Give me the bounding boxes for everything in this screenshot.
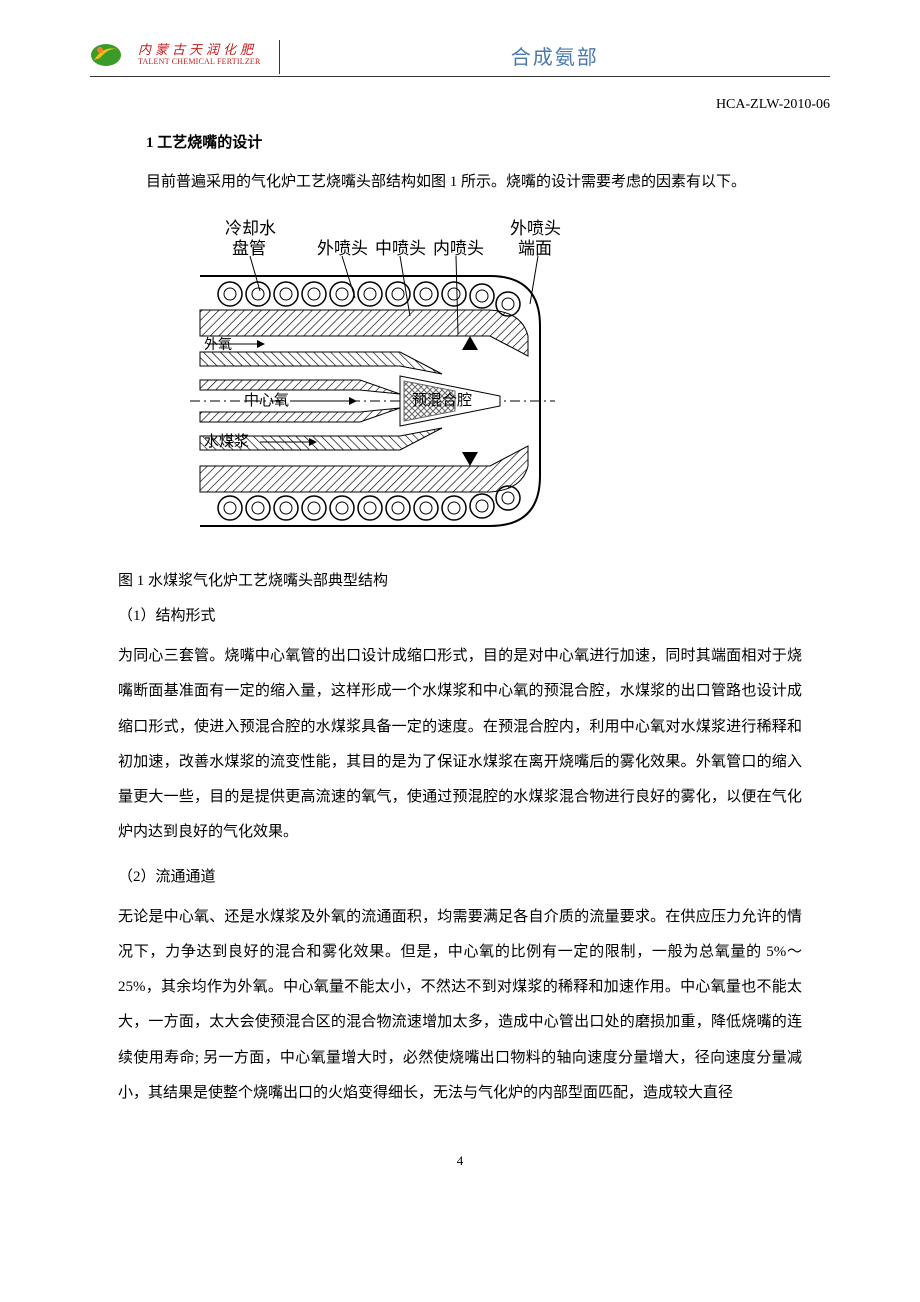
paragraph-1: 为同心三套管。烧嘴中心氧管的出口设计成缩口形式，目的是对中心氧进行加速，同时其端…: [118, 639, 802, 851]
subheading-2: （2）流通通道: [118, 865, 830, 886]
intro-paragraph: 目前普遍采用的气化炉工艺烧嘴头部结构如图 1 所示。烧嘴的设计需要考虑的因素有以…: [146, 170, 830, 194]
label-center-oxygen: 中心氧: [244, 392, 289, 409]
figure-caption: 图 1 水煤浆气化炉工艺烧嘴头部典型结构: [118, 569, 830, 590]
label-outer-face-a: 外喷头: [510, 219, 561, 238]
subheading-1: （1）结构形式: [118, 604, 830, 625]
nozzle-diagram: 冷却水 盘管 外喷头 中喷头 内喷头 外喷头 端面: [160, 216, 580, 546]
logo-en: TALENT CHEMICAL FERTILZER: [138, 58, 261, 67]
label-premix: 预混合腔: [412, 392, 472, 409]
page-number: 4: [90, 1153, 830, 1169]
document-page: 内蒙古天润化肥 TALENT CHEMICAL FERTILZER 合成氨部 H…: [0, 0, 920, 1229]
logo-cn: 内蒙古天润化肥: [138, 43, 261, 57]
logo-text: 内蒙古天润化肥 TALENT CHEMICAL FERTILZER: [138, 43, 261, 66]
label-cooling-b: 盘管: [232, 239, 266, 258]
figure-1: 冷却水 盘管 外喷头 中喷头 内喷头 外喷头 端面: [160, 216, 830, 551]
label-coal-slurry: 水煤浆: [204, 432, 249, 450]
logo: 内蒙古天润化肥 TALENT CHEMICAL FERTILZER: [90, 40, 280, 74]
label-cooling-a: 冷却水: [225, 219, 276, 238]
label-mid-nozzle: 中喷头: [375, 239, 426, 258]
doc-code: HCA-ZLW-2010-06: [90, 97, 830, 113]
header-title: 合成氨部: [280, 41, 830, 74]
label-outer-oxygen: 外氧: [204, 337, 232, 353]
label-outer-nozzle: 外喷头: [317, 239, 368, 258]
leaf-logo-icon: [90, 40, 132, 70]
page-header: 内蒙古天润化肥 TALENT CHEMICAL FERTILZER 合成氨部: [90, 40, 830, 77]
label-outer-face-b: 端面: [518, 239, 552, 258]
paragraph-2: 无论是中心氧、还是水煤浆及外氧的流通面积，均需要满足各自介质的流量要求。在供应压…: [118, 900, 802, 1112]
section-title: 1 工艺烧嘴的设计: [146, 131, 830, 152]
label-inner-nozzle: 内喷头: [433, 239, 484, 258]
